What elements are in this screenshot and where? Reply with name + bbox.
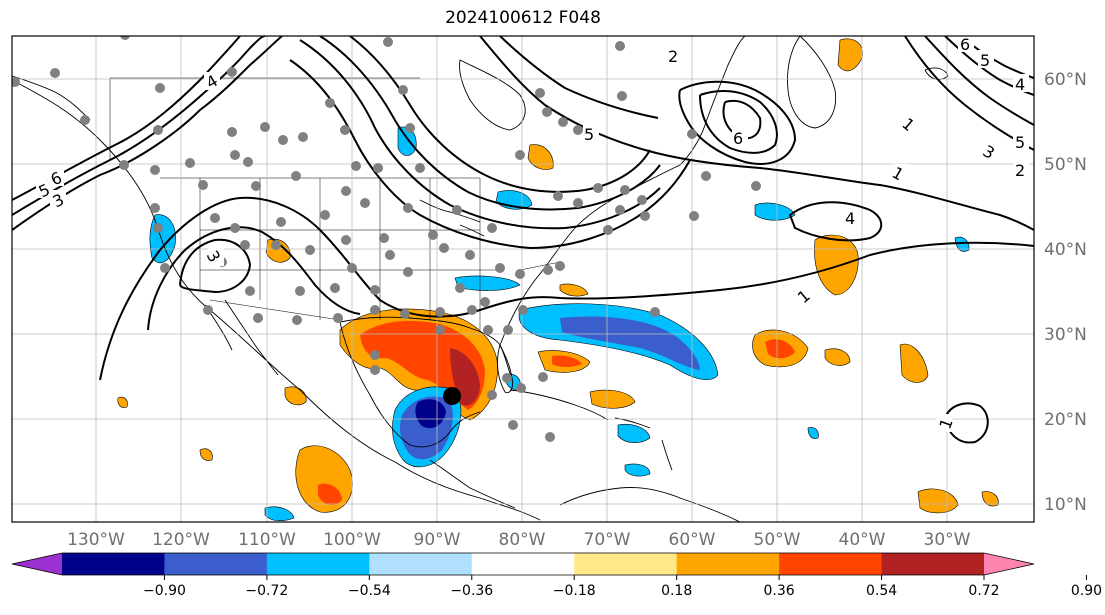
anomaly-region <box>617 423 651 443</box>
anomaly-region <box>917 488 959 514</box>
colorbar-bin <box>62 553 165 575</box>
anomaly-region <box>807 427 819 439</box>
lon-label: 70°W <box>584 530 631 550</box>
contour-label: 6 <box>733 129 743 148</box>
lat-label: 20°N <box>1044 410 1087 430</box>
station-markers <box>12 36 761 442</box>
lon-label: 80°W <box>499 530 546 550</box>
contour-label: 2 <box>668 47 678 66</box>
colorbar-outline <box>11 552 1035 576</box>
contour-label: 4 <box>1015 75 1025 94</box>
lon-label: 50°W <box>754 530 801 550</box>
lon-label: 30°W <box>924 530 971 550</box>
colorbar-tick-label: 0.54 <box>866 583 897 599</box>
colorbar-bin <box>676 553 780 575</box>
contour-value-labels: 4 2 5 6 1 1 4 3 4 5 6 5 2 1 <box>36 35 1029 432</box>
contour-label: 6 <box>960 35 970 54</box>
anomaly-region <box>954 236 970 252</box>
storm-center-marker <box>443 387 461 405</box>
anomaly-region <box>264 506 295 521</box>
anomaly-region <box>765 339 795 359</box>
contour-label: 4 <box>845 209 855 228</box>
anomaly-region <box>981 491 999 507</box>
anomaly-region <box>559 283 589 297</box>
lat-label: 40°N <box>1044 240 1087 260</box>
colorbar-bin <box>779 553 883 575</box>
colorbar-tick-label: 0.18 <box>661 583 692 599</box>
anomaly-region <box>117 396 128 408</box>
anomaly-region <box>552 355 582 367</box>
anomaly-region <box>318 483 342 505</box>
anomaly-region <box>454 275 521 291</box>
colorbar-bin <box>574 553 678 575</box>
anomaly-region <box>560 316 700 370</box>
anomaly-region <box>899 343 929 383</box>
colorbar-tick-label: −0.36 <box>450 583 493 599</box>
colorbar-tick-label: −0.18 <box>553 583 596 599</box>
contour-label: 5 <box>1015 133 1025 152</box>
lon-label: 90°W <box>414 530 461 550</box>
map-area <box>12 36 1034 522</box>
lon-label: 130°W <box>67 530 125 550</box>
anomaly-region <box>624 463 651 477</box>
contour-label: 2 <box>1015 161 1025 180</box>
lat-label: 50°N <box>1044 155 1087 175</box>
lon-label: 120°W <box>152 530 210 550</box>
colorbar-tick-label: −0.54 <box>348 583 391 599</box>
longitude-axis: 130°W 120°W 110°W 100°W 90°W 80°W 70°W 6… <box>67 530 971 550</box>
anomaly-region <box>199 448 213 461</box>
lon-label: 100°W <box>323 530 381 550</box>
anomaly-region <box>527 144 554 170</box>
colorbar-tick-label: 0.90 <box>1071 583 1102 599</box>
latitude-axis: 60°N 50°N 40°N 30°N 20°N 10°N <box>1044 70 1087 515</box>
lon-label: 60°W <box>669 530 716 550</box>
colorbar-bin <box>266 553 370 575</box>
colorbar-bin <box>164 553 268 575</box>
anomaly-region <box>824 348 851 366</box>
colorbar-tick-label: −0.90 <box>143 583 186 599</box>
anomaly-region <box>754 202 796 221</box>
contour-label: 5 <box>584 125 594 144</box>
colorbar-extend-min <box>12 553 62 575</box>
colorbar-bin <box>369 553 473 575</box>
colorbar-bin <box>881 553 985 575</box>
lon-label: 110°W <box>238 530 296 550</box>
colorbar-bin <box>471 553 575 575</box>
colorbar-tick-label: −0.72 <box>245 583 288 599</box>
lat-label: 10°N <box>1044 495 1087 515</box>
anomaly-region <box>814 234 859 296</box>
anomaly-region <box>589 389 636 409</box>
lat-label: 60°N <box>1044 70 1087 90</box>
lon-label: 40°W <box>839 530 886 550</box>
colorbar-extend-max <box>984 553 1034 575</box>
colorbar-tick-label: 0.72 <box>968 583 999 599</box>
anomaly-region <box>415 399 446 429</box>
contour-label: 5 <box>980 51 990 70</box>
map-frame <box>11 35 1035 523</box>
lat-label: 30°N <box>1044 325 1087 345</box>
map-title: 2024100612 F048 <box>445 8 601 28</box>
colorbar: −0.90 −0.72 −0.54 −0.36 −0.18 0.18 0.36 0.54 0.7… <box>11 552 1102 599</box>
colorbar-tick-label: 0.36 <box>764 583 795 599</box>
